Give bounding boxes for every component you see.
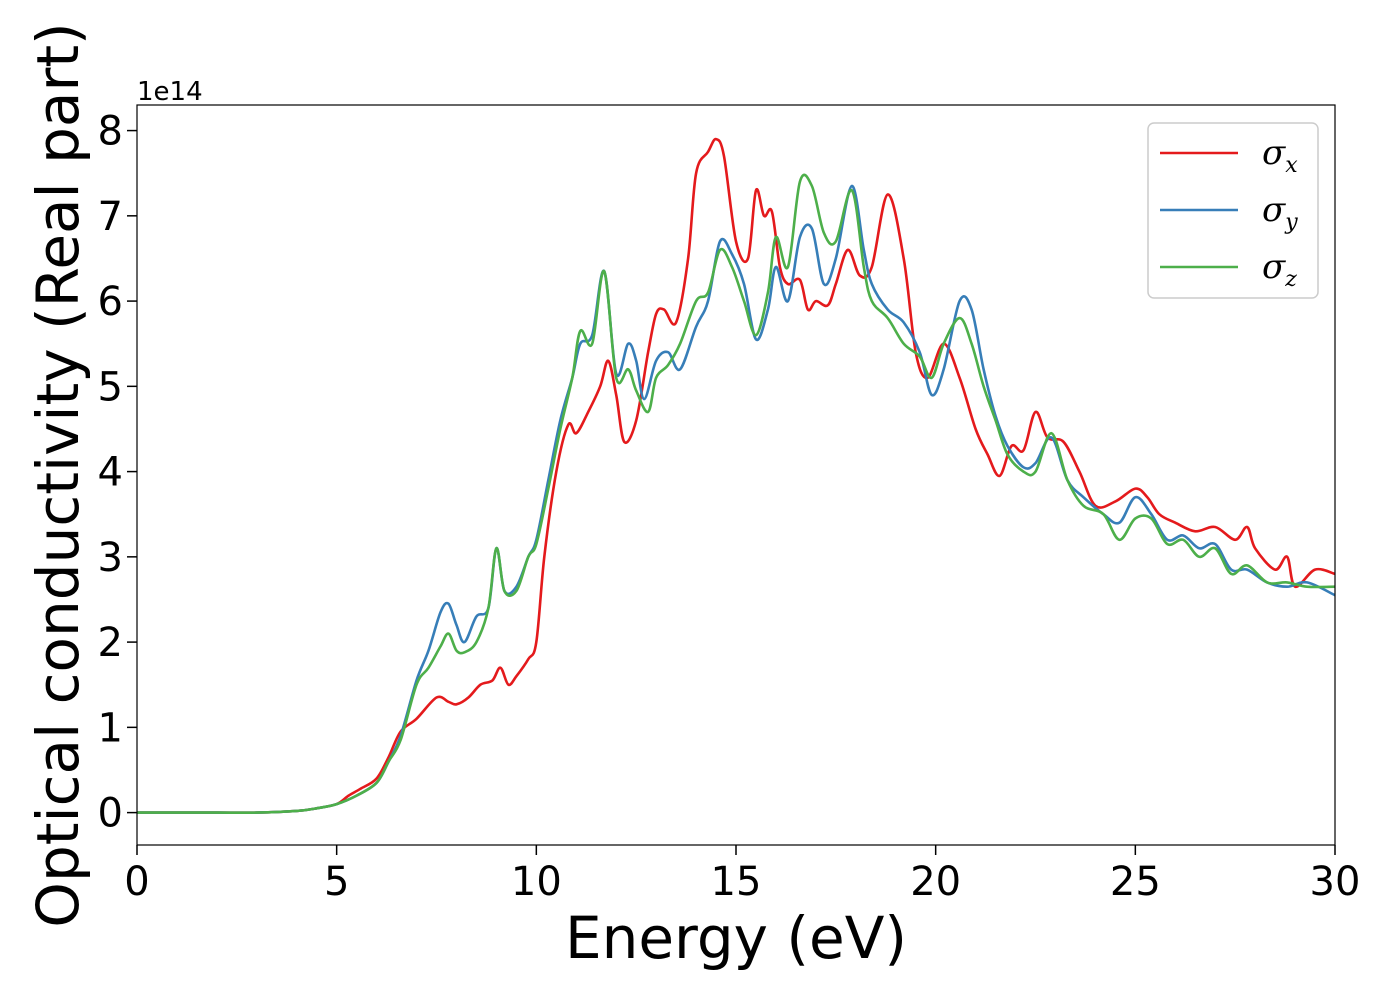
y-tick-label: 3 — [98, 535, 123, 581]
x-axis-label: Energy (eV) — [565, 904, 907, 972]
y-axis: 0 1 2 3 4 5 6 7 8 — [98, 109, 137, 837]
y-tick-label: 7 — [98, 194, 123, 240]
series-line-z — [137, 173, 1335, 815]
y-tick-label: 8 — [98, 109, 123, 155]
y-tick-label: 1 — [98, 705, 123, 751]
x-tick-label: 5 — [324, 859, 349, 905]
series-line-y — [137, 184, 1335, 815]
y-tick-label: 0 — [98, 791, 123, 837]
x-tick-label: 25 — [1110, 859, 1161, 905]
y-tick-label: 4 — [98, 450, 123, 496]
x-axis: 0 5 10 15 20 25 30 — [124, 845, 1360, 905]
x-tick-label: 10 — [511, 859, 562, 905]
x-tick-label: 30 — [1310, 859, 1361, 905]
legend-label-y: σy — [1262, 190, 1298, 235]
y-tick-label: 6 — [98, 279, 123, 325]
series-layer — [137, 137, 1335, 815]
series-line-x — [137, 137, 1335, 815]
y-tick-label: 2 — [98, 620, 123, 666]
plot-area — [137, 105, 1335, 845]
x-tick-label: 15 — [711, 859, 762, 905]
y-axis-label: Optical conductivity (Real part) — [24, 22, 92, 927]
x-tick-label: 20 — [910, 859, 961, 905]
x-tick-label: 0 — [124, 859, 149, 905]
y-tick-label: 5 — [98, 364, 123, 410]
y-offset-label: 1e14 — [137, 77, 203, 107]
